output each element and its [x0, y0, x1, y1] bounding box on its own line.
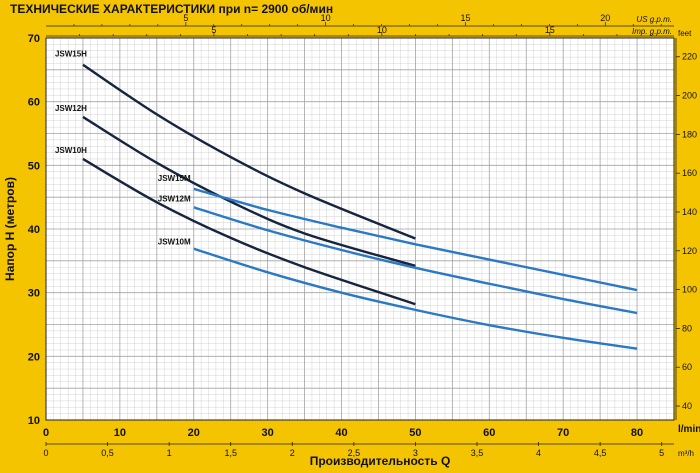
m3h-tick-label: 0: [43, 448, 48, 458]
y-tick-label: 70: [28, 33, 40, 45]
us-gpm-tick-label: 10: [321, 13, 331, 23]
y-tick-label: 10: [28, 415, 40, 427]
x-tick-label: 30: [262, 427, 274, 439]
feet-tick-label: 220: [682, 52, 697, 62]
series-line-jsw12h: [82, 115, 416, 268]
series-label-jsw12h: JSW12H: [55, 104, 87, 113]
imp-gpm-tick-label: 10: [377, 25, 387, 35]
us-gpm-unit-label: US g.p.m.: [636, 15, 672, 24]
m3h-tick-label: 3,5: [471, 448, 484, 458]
series-label-jsw12m: JSW12M: [158, 194, 191, 203]
imp-gpm-tick-label: 15: [545, 25, 555, 35]
m3h-tick-label: 3: [413, 448, 418, 458]
chart-title: ТЕХНИЧЕСКИЕ ХАРАКТЕРИСТИКИ при n= 2900 о…: [10, 2, 333, 16]
x-tick-label: 70: [557, 427, 569, 439]
feet-tick-label: 200: [682, 91, 697, 101]
x-tick-label: 0: [43, 427, 49, 439]
feet-unit-label: feet: [678, 29, 692, 38]
us-gpm-tick-label: 20: [600, 13, 610, 23]
y-tick-label: 60: [28, 97, 40, 109]
series-line-jsw10m: [193, 247, 638, 350]
feet-tick-label: 60: [682, 362, 692, 372]
series-line-jsw15h: [82, 63, 416, 240]
m3h-tick-label: 4: [536, 448, 541, 458]
feet-tick-label: 160: [682, 168, 697, 178]
m3h-tick-label: 2: [290, 448, 295, 458]
feet-tick-label: 100: [682, 285, 697, 295]
feet-tick-label: 120: [682, 246, 697, 256]
y-tick-label: 50: [28, 160, 40, 172]
feet-tick-label: 40: [682, 401, 692, 411]
x-tick-label: 40: [335, 427, 347, 439]
feet-tick-label: 180: [682, 129, 697, 139]
us-gpm-tick-label: 5: [183, 13, 188, 23]
y-tick-label: 30: [28, 288, 40, 300]
grid: [45, 37, 675, 421]
m3h-tick-label: 1: [167, 448, 172, 458]
series-line-jsw12m: [193, 206, 638, 315]
feet-tick-label: 80: [682, 323, 692, 333]
x-unit-label: l/min: [678, 424, 700, 435]
series-label-jsw15m: JSW15M: [158, 174, 191, 183]
m3h-tick-label: 0,5: [101, 448, 114, 458]
imp-gpm-unit-label: Imp. g.p.m.: [632, 27, 672, 36]
series-group: JSW15H JSW12H JSW10H JSW15M JSW12M JSW10M: [55, 50, 638, 350]
plot-frame: [45, 37, 675, 421]
x-axis-title: Производительность Q: [310, 454, 451, 468]
series-line-jsw10h: [82, 157, 416, 306]
m3h-tick-label: 1,5: [224, 448, 237, 458]
y-tick-label: 20: [28, 351, 40, 363]
m3h-unit-label: m³/h: [678, 449, 694, 458]
m3h-tick-label: 5: [659, 448, 664, 458]
x-tick-label: 10: [114, 427, 126, 439]
series-label-jsw10m: JSW10M: [158, 238, 191, 247]
m3h-tick-label: 4,5: [594, 448, 607, 458]
x-tick-label: 80: [631, 427, 643, 439]
series-label-jsw15h: JSW15H: [55, 50, 87, 59]
m3h-tick-label: 2,5: [348, 448, 361, 458]
x-tick-label: 20: [188, 427, 200, 439]
x-tick-label: 60: [483, 427, 495, 439]
series-line-jsw15m: [193, 187, 638, 292]
y-axis-title: Напор Н (метров): [3, 177, 17, 281]
x-tick-label: 50: [409, 427, 421, 439]
y-tick-label: 40: [28, 224, 40, 236]
imp-gpm-tick-label: 5: [211, 25, 216, 35]
series-label-jsw10h: JSW10H: [55, 146, 87, 155]
us-gpm-tick-label: 15: [460, 13, 470, 23]
feet-tick-label: 140: [682, 207, 697, 217]
